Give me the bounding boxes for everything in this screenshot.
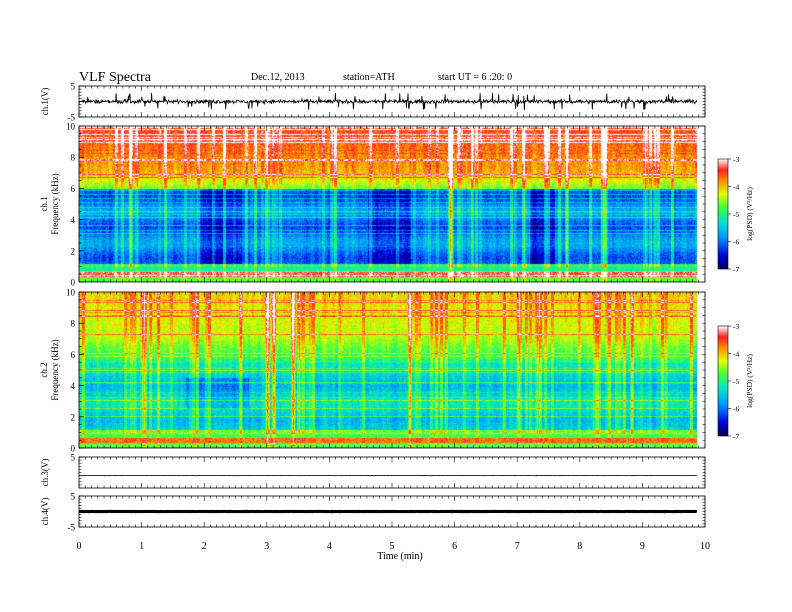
ch1-colorbar-tick-label: -3 [733,155,739,164]
ch1-colorbar-tick-label: -5 [733,210,739,219]
ch1-spectrogram-ytick-label: 0 [71,278,76,288]
ch1-waveform-ylabel: ch.1(V) [40,88,50,116]
chart-title: VLF Spectra [79,70,151,85]
ch1-colorbar [717,158,729,270]
ch2-colorbar [717,325,729,437]
ch2-spectrogram-ytick-label: 8 [71,319,76,329]
ch1-spectrogram-ytick-label: 6 [71,184,76,194]
ch2-spectrogram-ytick-label: 0 [71,444,76,454]
ch1-spectrogram-ytick-label: 10 [66,122,76,132]
ch1-spectrogram-ytick-label: 8 [71,153,76,163]
xtick-label: 4 [327,541,332,552]
date-label: Dec.12, 2013 [251,72,305,83]
xtick-label: 8 [577,541,582,552]
ch1-spectrogram-ytick-label: 4 [71,215,76,225]
ch1-waveform-ytick-label: -5 [68,113,76,123]
ch1-colorbar-tick-label: -7 [733,265,739,274]
xtick-label: 10 [700,541,710,552]
ch2-colorbar-tick-label: -5 [733,377,739,386]
ch2-spectrogram-ytick-label: 4 [71,381,76,391]
ch4-waveform-ytick-label: -5 [68,523,76,533]
xtick-label: 3 [264,541,269,552]
station-label: station=ATH [343,72,395,83]
ch2-colorbar-label: log(PSD) (V²/Hz) [745,354,754,408]
ch2-spectrogram-image [79,292,697,448]
xtick-label: 5 [390,541,395,552]
ch1-spectrogram-ytick-label: 2 [71,246,76,256]
ch2-spectrogram-ylabel: Frequency (kHz) [50,339,60,400]
ch2-spectrogram-ytick-label: 2 [71,412,76,422]
xtick-label: 9 [640,541,645,552]
ch2-spectrogram-ylabel: ch.2 [39,362,49,377]
ch1-spectrogram-ylabel: Frequency (kHz) [50,173,60,234]
ch1-colorbar-tick-label: -6 [733,238,739,247]
x-axis-label: Time (min) [377,551,422,562]
ch3-waveform-ytick-label: 5 [71,453,76,463]
start-time-label: start UT = 6 :20: 0 [438,72,513,83]
ch2-spectrogram-ytick-label: 6 [71,350,76,360]
xtick-label: 6 [452,541,457,552]
ch1-spectrogram-image [79,126,697,282]
xtick-label: 2 [202,541,207,552]
ch2-colorbar-tick-label: -6 [733,405,739,414]
ch4-waveform-ylabel: ch.4(V) [40,498,50,526]
ch2-colorbar-tick-label: -3 [733,322,739,331]
ch1-waveform-ytick-label: 5 [71,82,76,92]
ch4-waveform-ytick-label: 5 [71,492,76,502]
ch1-colorbar-label: log(PSD) (V²/Hz) [745,187,754,241]
xtick-label: 0 [77,541,82,552]
ch2-spectrogram-ytick-label: 10 [66,288,76,298]
xtick-label: 1 [139,541,144,552]
ch3-waveform-ylabel: ch.3(V) [40,459,50,487]
ch2-colorbar-tick-label: -7 [733,432,739,441]
ch2-colorbar-tick-label: -4 [733,350,739,359]
ch1-colorbar-tick-label: -4 [733,183,739,192]
xtick-label: 7 [515,541,520,552]
ch1-spectrogram-ylabel: ch.1 [39,196,49,211]
ch1-waveform-line [78,92,698,111]
